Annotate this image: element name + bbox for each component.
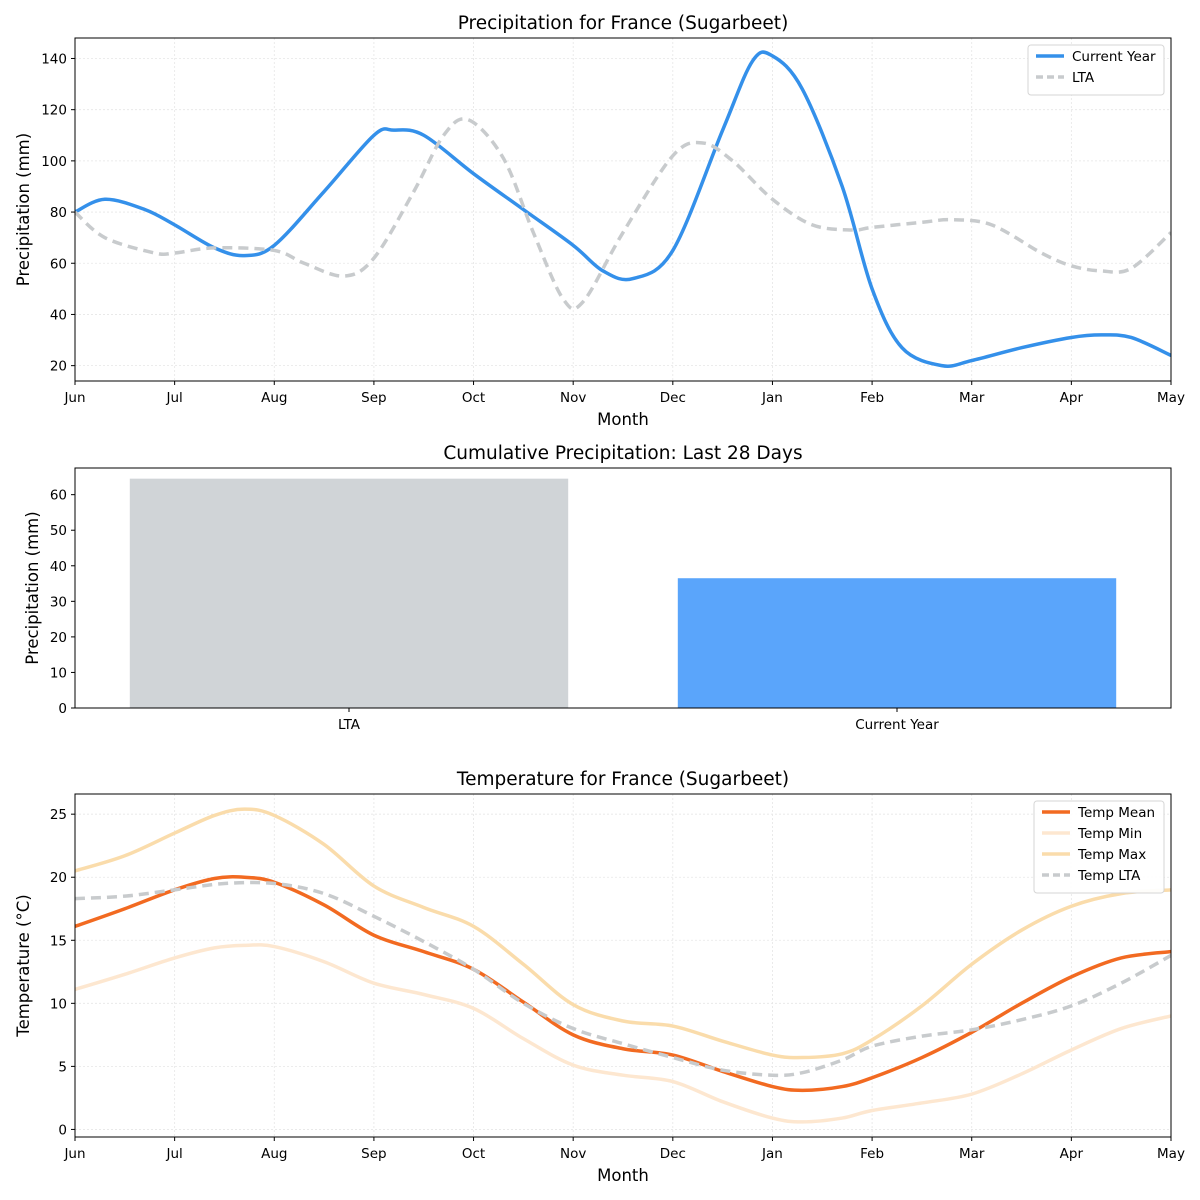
chart-title: Precipitation for France (Sugarbeet) <box>458 13 789 34</box>
bar-lta <box>129 478 569 708</box>
legend-box <box>1033 800 1165 894</box>
y-axis-label: Temperature (°C) <box>14 894 33 1037</box>
chart-title: Cumulative Precipitation: Last 28 Days <box>443 443 802 464</box>
x-tick-label: Feb <box>860 1146 884 1162</box>
series-line-temp-mean <box>75 875 1171 1093</box>
y-tick-label: 140 <box>41 51 67 67</box>
x-tick-label: Aug <box>261 390 287 406</box>
y-tick-label: 0 <box>58 701 67 717</box>
y-tick-label: 80 <box>50 205 67 221</box>
y-tick-label: 0 <box>58 1122 67 1138</box>
y-tick-label: 20 <box>50 870 67 886</box>
y-tick-label: 5 <box>58 1059 67 1075</box>
legend-label: Current Year <box>1072 49 1156 65</box>
y-tick-label: 60 <box>50 488 67 504</box>
plot-frame <box>74 467 1172 709</box>
x-tick-label: Oct <box>462 1146 485 1162</box>
y-tick-label: 40 <box>50 559 67 575</box>
legend-label: Temp Mean <box>1077 805 1155 821</box>
x-tick-label: Jun <box>63 1146 85 1162</box>
legend: Current Year LTA <box>1027 44 1165 96</box>
chart-2: LTA Current Year 0 10 20 30 40 50 60 Cumulative P… <box>23 443 1172 733</box>
series-line-temp-lta <box>75 880 1171 1078</box>
x-tick-label: Apr <box>1060 390 1084 406</box>
plot-frame <box>74 793 1172 1138</box>
x-tick-label: Dec <box>660 390 686 406</box>
series-line-temp-min <box>75 943 1171 1124</box>
y-tick-label: 10 <box>50 665 67 681</box>
legend-label: Temp Max <box>1077 847 1146 863</box>
x-tick-label: Sep <box>361 390 386 406</box>
y-tick-label: 60 <box>50 256 67 272</box>
x-tick-label: Apr <box>1060 1146 1084 1162</box>
x-axis-label: Month <box>597 1166 649 1185</box>
bar-current-year <box>677 578 1117 708</box>
y-tick-label: 120 <box>41 103 67 119</box>
y-tick-label: 15 <box>50 933 67 949</box>
x-tick-label: Current Year <box>855 717 939 733</box>
series-line-temp-max <box>75 807 1171 1060</box>
y-tick-label: 100 <box>41 154 67 170</box>
legend: Temp Mean Temp Min Temp Max Temp LTA <box>1033 800 1165 894</box>
x-tick-label: May <box>1157 1146 1185 1162</box>
x-tick-label: Feb <box>860 390 884 406</box>
x-tick-label: Sep <box>361 1146 386 1162</box>
x-tick-label: Nov <box>560 1146 586 1162</box>
x-tick-label: Jul <box>165 390 182 406</box>
x-axis-label: Month <box>597 410 649 429</box>
x-tick-label: Mar <box>959 390 985 406</box>
legend-label: Temp LTA <box>1077 868 1141 884</box>
x-tick-label: May <box>1157 390 1185 406</box>
x-tick-label: LTA <box>338 717 361 733</box>
series-line-lta <box>75 117 1171 311</box>
series-line-current-year <box>75 50 1171 368</box>
y-tick-label: 10 <box>50 996 67 1012</box>
x-tick-label: Jul <box>165 1146 182 1162</box>
y-axis-label: Precipitation (mm) <box>14 133 33 286</box>
plot-frame <box>74 37 1172 382</box>
y-tick-label: 50 <box>50 523 67 539</box>
chart-1: Jun Jul Aug Sep Oct Nov Dec Jan Feb Mar Apr May 20 40… <box>14 13 1185 429</box>
x-tick-label: Dec <box>660 1146 686 1162</box>
y-tick-label: 20 <box>50 630 67 646</box>
x-tick-label: Jun <box>63 390 85 406</box>
chart-3: Jun Jul Aug Sep Oct Nov Dec Jan Feb Mar Apr May 0 5 10… <box>14 769 1185 1185</box>
y-tick-label: 20 <box>50 359 67 375</box>
y-tick-label: 40 <box>50 307 67 323</box>
x-tick-label: Nov <box>560 390 586 406</box>
y-tick-label: 25 <box>50 807 67 823</box>
x-tick-label: Jan <box>761 390 783 406</box>
legend-label: Temp Min <box>1077 826 1142 842</box>
x-tick-label: Jan <box>761 1146 783 1162</box>
chart-title: Temperature for France (Sugarbeet) <box>456 769 789 790</box>
y-axis-label: Precipitation (mm) <box>23 511 42 664</box>
x-tick-label: Mar <box>959 1146 985 1162</box>
y-tick-label: 30 <box>50 594 67 610</box>
x-tick-label: Oct <box>462 390 485 406</box>
legend-label: LTA <box>1072 70 1095 86</box>
x-tick-label: Aug <box>261 1146 287 1162</box>
